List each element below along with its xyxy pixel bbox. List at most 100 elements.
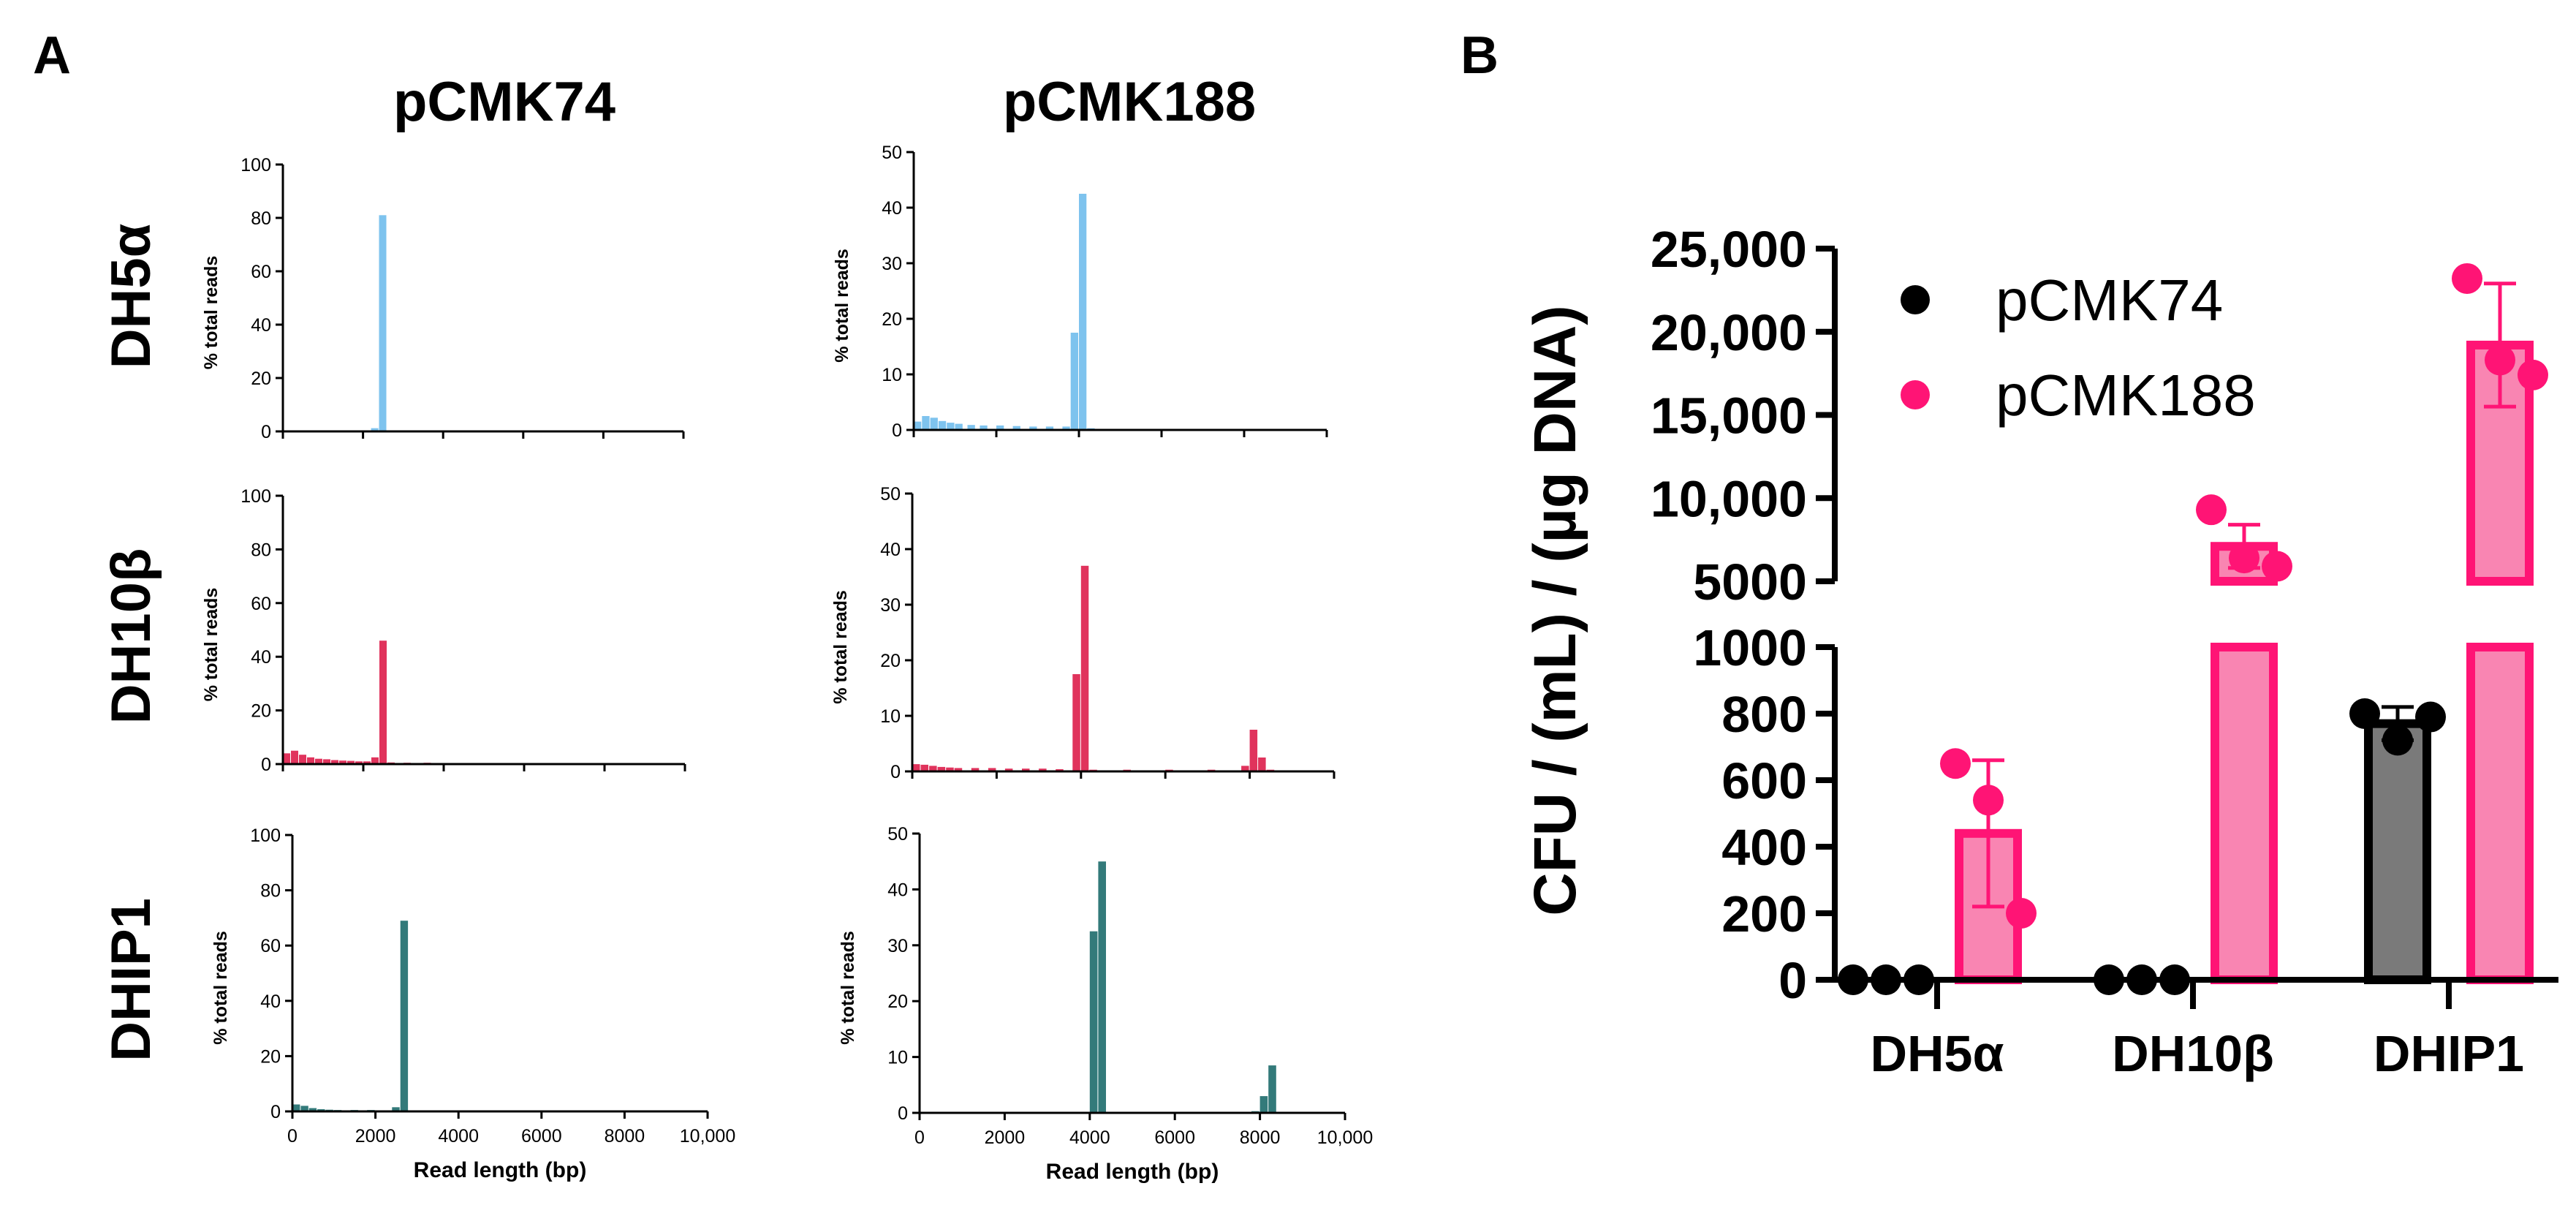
histogram-2: 0 20 40 60 80 100 % total reads bbox=[201, 486, 686, 775]
histogram-bar bbox=[400, 921, 409, 1111]
bar-pCMK74 bbox=[2364, 719, 2431, 985]
y-tick-label: 80 bbox=[251, 208, 271, 229]
bar-pCMK188 bbox=[2211, 643, 2278, 984]
histogram-bar bbox=[920, 764, 928, 771]
y-axis-label: % total reads bbox=[838, 931, 858, 1045]
histogram-bar bbox=[1004, 768, 1013, 771]
histogram-bar bbox=[1029, 426, 1037, 430]
histogram-bar bbox=[1079, 194, 1087, 430]
histogram-bar bbox=[1241, 766, 1249, 771]
histogram-bar bbox=[1258, 758, 1266, 771]
histogram-bar bbox=[315, 758, 322, 764]
y-axis-label: % total reads bbox=[832, 249, 852, 363]
y-tick-label: 20 bbox=[260, 1046, 281, 1067]
y-tick-label: 80 bbox=[251, 540, 271, 560]
histogram-bar bbox=[300, 1106, 308, 1111]
y-tick-label: 100 bbox=[250, 826, 281, 846]
y-tick-label: 40 bbox=[260, 991, 281, 1012]
data-point bbox=[2229, 543, 2259, 574]
histogram-bar bbox=[308, 1108, 317, 1111]
histogram-bar bbox=[922, 416, 930, 430]
histogram-bar bbox=[379, 641, 387, 764]
y-tick-label: 0 bbox=[1778, 952, 1807, 1009]
y-axis-label: % total reads bbox=[201, 588, 221, 702]
histogram-3: 0 10 20 30 40 50 % total reads bbox=[830, 484, 1336, 782]
histogram-0: 0 20 40 60 80 100 % total reads bbox=[201, 155, 685, 442]
y-tick-label: 10,000 bbox=[1651, 470, 1807, 527]
y-tick-label: 0 bbox=[890, 762, 901, 782]
x-tick-label: 2000 bbox=[985, 1127, 1026, 1148]
y-tick-label: 0 bbox=[270, 1102, 281, 1122]
y-tick-label: 0 bbox=[261, 755, 271, 775]
histogram-bar bbox=[946, 767, 954, 771]
histogram-bar bbox=[1098, 861, 1106, 1113]
histogram-4: 0 20 40 60 80 100 0 2000 4000 6000 8000 10,000 % tot… bbox=[211, 826, 735, 1182]
histogram-bar bbox=[938, 420, 947, 430]
y-tick-label: 50 bbox=[887, 824, 908, 845]
histogram-bar bbox=[392, 1107, 400, 1111]
data-point bbox=[1973, 785, 2004, 816]
data-point bbox=[2196, 494, 2227, 526]
histogram-bar bbox=[929, 766, 937, 771]
histogram-bar bbox=[988, 768, 996, 771]
series-pCMK188 bbox=[1940, 262, 2548, 985]
histogram-bar bbox=[1022, 768, 1030, 771]
y-tick-label: 30 bbox=[880, 595, 901, 616]
x-axis-label: Read length (bp) bbox=[414, 1158, 587, 1182]
legend-marker bbox=[1901, 380, 1930, 409]
y-tick-label: 20,000 bbox=[1651, 304, 1807, 361]
x-tick-label: 2000 bbox=[355, 1126, 396, 1146]
histogram-bar bbox=[912, 764, 920, 771]
y-axis-label: % total reads bbox=[211, 931, 231, 1045]
y-tick-label: 30 bbox=[887, 936, 908, 956]
histogram-bar bbox=[1070, 333, 1078, 430]
y-tick-label: 20 bbox=[251, 369, 271, 389]
histogram-bar bbox=[355, 761, 363, 764]
y-tick-label: 60 bbox=[251, 594, 271, 614]
histogram-bar bbox=[1259, 1096, 1268, 1113]
y-tick-label: 10 bbox=[882, 365, 902, 385]
y-tick-label: 10 bbox=[880, 706, 901, 727]
x-tick-label: 0 bbox=[287, 1126, 298, 1146]
y-tick-label: 0 bbox=[898, 1103, 908, 1124]
data-point bbox=[2518, 359, 2548, 390]
data-point bbox=[2452, 262, 2482, 294]
row-label-dhip1: DHIP1 bbox=[100, 898, 162, 1062]
y-tick-label: 10 bbox=[887, 1048, 908, 1068]
histogram-bar bbox=[291, 750, 298, 764]
histogram-bar bbox=[283, 753, 290, 764]
histogram-bar bbox=[1249, 730, 1258, 771]
legend-label: pCMK188 bbox=[1996, 363, 2256, 428]
y-tick-label: 40 bbox=[251, 315, 271, 336]
y-axis-label: % total reads bbox=[201, 256, 221, 370]
x-tick-label: 6000 bbox=[521, 1126, 562, 1146]
histogram-bar bbox=[996, 425, 1004, 430]
row-label-dh10b: DH10β bbox=[100, 548, 162, 725]
y-tick-label: 40 bbox=[251, 647, 271, 668]
data-point bbox=[2006, 898, 2037, 929]
histogram-bar bbox=[930, 418, 938, 430]
y-tick-label: 40 bbox=[880, 540, 901, 560]
x-tick-label: 4000 bbox=[438, 1126, 479, 1146]
y-tick-label: 25,000 bbox=[1651, 221, 1807, 278]
category-label: DHIP1 bbox=[2374, 1025, 2524, 1082]
x-tick-label: 4000 bbox=[1069, 1127, 1110, 1148]
histogram-bar bbox=[339, 760, 346, 764]
y-tick-label: 80 bbox=[260, 881, 281, 902]
histogram-bar bbox=[347, 760, 355, 764]
column-title-pcmk74: pCMK74 bbox=[393, 71, 615, 133]
row-label-dh5a: DH5α bbox=[100, 224, 162, 369]
y-tick-label: 800 bbox=[1721, 686, 1807, 743]
y-tick-label: 50 bbox=[880, 484, 901, 505]
x-tick-label: 6000 bbox=[1154, 1127, 1195, 1148]
y-tick-label: 60 bbox=[260, 936, 281, 956]
bar-pCMK188 bbox=[2466, 643, 2534, 984]
y-tick-label: 60 bbox=[251, 262, 271, 282]
y-tick-label: 100 bbox=[240, 486, 271, 507]
y-tick-label: 15,000 bbox=[1651, 388, 1807, 445]
legend-marker bbox=[1901, 285, 1930, 314]
y-tick-label: 100 bbox=[240, 155, 271, 175]
panel-b-label: B bbox=[1461, 26, 1499, 85]
